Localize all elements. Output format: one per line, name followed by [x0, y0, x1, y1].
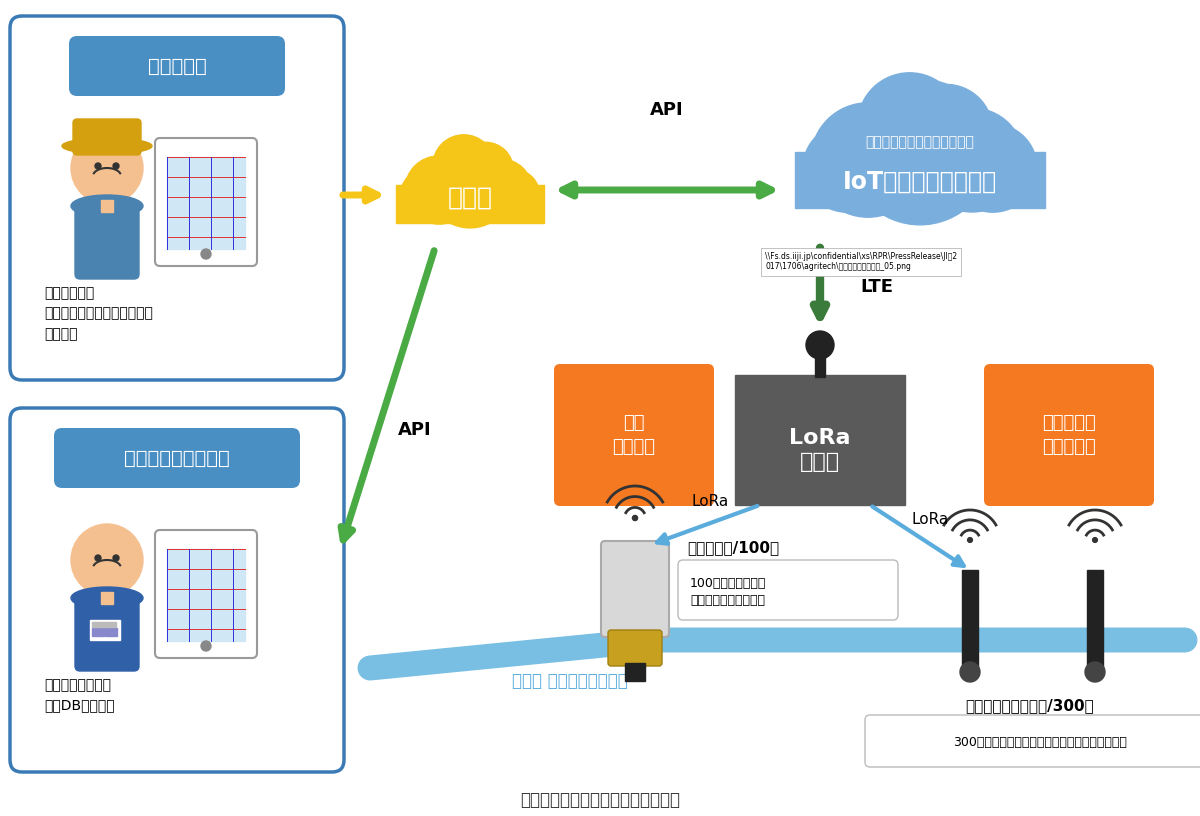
- Bar: [734, 375, 905, 505]
- Circle shape: [457, 142, 514, 198]
- FancyBboxPatch shape: [601, 541, 670, 637]
- FancyBboxPatch shape: [10, 16, 344, 380]
- Bar: [101, 592, 113, 604]
- Bar: [167, 157, 245, 249]
- Text: IoTプラットフォーム: IoTプラットフォーム: [842, 170, 997, 194]
- Circle shape: [960, 662, 980, 682]
- Circle shape: [1092, 538, 1098, 543]
- Text: 水位・水温センサー/300台: 水位・水温センサー/300台: [966, 698, 1094, 713]
- Text: 300機のセンサーにより水田の状況を面的に把握: 300機のセンサーにより水田の状況を面的に把握: [953, 735, 1127, 748]
- Circle shape: [967, 538, 972, 543]
- Circle shape: [71, 524, 143, 596]
- Circle shape: [1085, 662, 1105, 682]
- Text: 水管理システム・
施設DBとの連携: 水管理システム・ 施設DBとの連携: [44, 678, 115, 712]
- Circle shape: [632, 516, 637, 521]
- Ellipse shape: [71, 587, 143, 609]
- Bar: [92, 628, 104, 636]
- Bar: [396, 184, 545, 223]
- Bar: [625, 663, 646, 681]
- Text: データ蓄積・連携・機器制御: データ蓄積・連携・機器制御: [865, 135, 974, 149]
- Text: 水位水温変化
状態監視・異常検知給水弁の
開閉指示: 水位水温変化 状態監視・異常検知給水弁の 開閉指示: [44, 286, 152, 341]
- FancyBboxPatch shape: [10, 408, 344, 772]
- Bar: [962, 570, 978, 670]
- Bar: [167, 549, 245, 641]
- Bar: [90, 620, 120, 640]
- Circle shape: [920, 108, 1024, 212]
- Text: LoRa: LoRa: [691, 494, 728, 509]
- FancyBboxPatch shape: [74, 201, 139, 279]
- FancyBboxPatch shape: [54, 428, 300, 488]
- Text: LoRa: LoRa: [911, 512, 949, 527]
- Text: 農業経営体: 農業経営体: [148, 56, 206, 76]
- Circle shape: [202, 249, 211, 259]
- FancyBboxPatch shape: [70, 36, 286, 96]
- Circle shape: [847, 79, 992, 224]
- Circle shape: [899, 84, 992, 178]
- Circle shape: [948, 124, 1037, 212]
- Ellipse shape: [62, 138, 152, 154]
- Circle shape: [487, 169, 540, 222]
- FancyBboxPatch shape: [865, 715, 1200, 767]
- Bar: [796, 152, 1045, 208]
- Text: 重力式 低圧パイプライン: 重力式 低圧パイプライン: [512, 672, 628, 690]
- Circle shape: [806, 331, 834, 359]
- FancyBboxPatch shape: [155, 138, 257, 266]
- FancyBboxPatch shape: [984, 364, 1154, 506]
- Text: アプリ: アプリ: [448, 186, 492, 210]
- Text: 100カ所の給水弁を
自動制御して負担軽減: 100カ所の給水弁を 自動制御して負担軽減: [690, 577, 767, 607]
- FancyBboxPatch shape: [74, 593, 139, 671]
- Ellipse shape: [71, 195, 143, 217]
- FancyBboxPatch shape: [608, 630, 662, 666]
- FancyBboxPatch shape: [73, 119, 142, 155]
- Text: API: API: [650, 101, 684, 119]
- Text: \\Fs.ds.iiji.jp\confidential\xs\RPR\PressRelease\JIハ2
017\1706\agritech\プレスリリース用: \\Fs.ds.iiji.jp\confidential\xs\RPR\Pres…: [766, 252, 958, 272]
- Circle shape: [95, 163, 101, 169]
- Circle shape: [71, 132, 143, 204]
- Circle shape: [202, 641, 211, 651]
- Circle shape: [401, 169, 452, 222]
- FancyBboxPatch shape: [678, 560, 898, 620]
- Bar: [106, 628, 118, 636]
- Text: API: API: [398, 421, 432, 439]
- FancyBboxPatch shape: [155, 530, 257, 658]
- Bar: [92, 622, 116, 627]
- Bar: [815, 347, 826, 377]
- Circle shape: [811, 103, 925, 217]
- Text: LoRa
基地局: LoRa 基地局: [790, 428, 851, 472]
- Text: LTE: LTE: [860, 278, 893, 296]
- FancyBboxPatch shape: [554, 364, 714, 506]
- Circle shape: [433, 135, 494, 197]
- Circle shape: [113, 163, 119, 169]
- Text: 遠隔
開閉制御: 遠隔 開閉制御: [612, 415, 655, 456]
- Circle shape: [95, 555, 101, 561]
- Text: 図　実証実験で使用する機器の構成: 図 実証実験で使用する機器の構成: [520, 791, 680, 809]
- Bar: [1087, 570, 1103, 670]
- Circle shape: [803, 124, 892, 212]
- Circle shape: [427, 141, 514, 228]
- Circle shape: [113, 555, 119, 561]
- Text: 水位・水温
データ収集: 水位・水温 データ収集: [1042, 415, 1096, 456]
- Text: 自動給水弁/100台: 自動給水弁/100台: [686, 540, 779, 556]
- Circle shape: [470, 159, 532, 221]
- Text: 土地改良区・自治体: 土地改良区・自治体: [124, 449, 230, 468]
- Circle shape: [858, 73, 961, 177]
- Circle shape: [404, 156, 473, 224]
- Bar: [101, 200, 113, 212]
